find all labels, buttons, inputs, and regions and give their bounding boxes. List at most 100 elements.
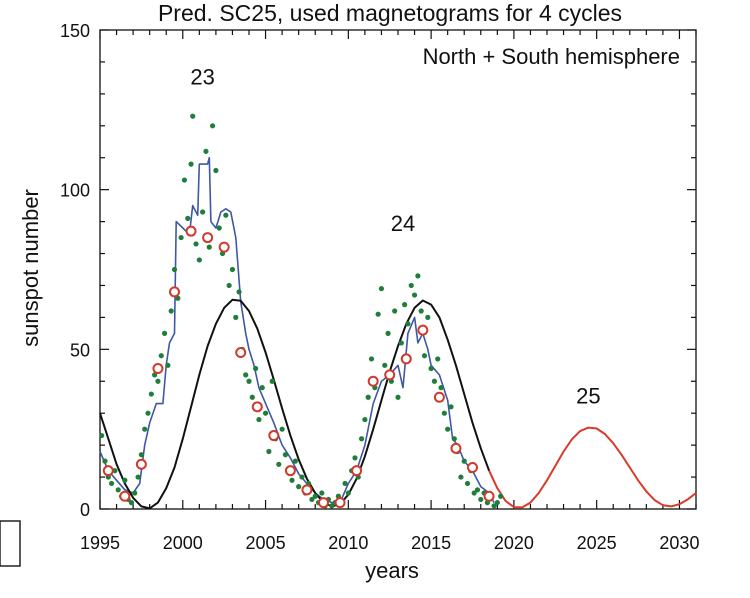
monthly-point <box>342 480 348 487</box>
monthly-point <box>358 436 365 442</box>
monthly-point <box>385 330 391 336</box>
monthly-point <box>312 493 318 499</box>
monthly-point <box>233 314 239 320</box>
monthly-point <box>431 378 438 384</box>
monthly-point <box>243 372 249 378</box>
x-tick-label: 2025 <box>577 533 617 553</box>
monthly-point <box>395 394 401 400</box>
monthly-point <box>138 452 144 458</box>
monthly-point <box>229 266 236 273</box>
monthly-point <box>226 282 232 289</box>
monthly-point <box>319 490 325 496</box>
y-tick-label: 50 <box>70 340 90 360</box>
series-prediction_past <box>99 298 491 510</box>
x-tick-label: 2010 <box>328 533 368 553</box>
monthly-point <box>102 458 108 464</box>
monthly-point <box>491 503 497 509</box>
cycle-label: 24 <box>391 211 415 236</box>
monthly-point <box>269 378 275 384</box>
yearly-marker <box>450 442 462 454</box>
monthly-point <box>206 244 212 250</box>
x-tick-label: 2015 <box>411 533 451 553</box>
x-tick-label: 2000 <box>163 533 203 553</box>
yearly-marker <box>119 490 131 502</box>
monthly-point <box>276 461 282 467</box>
monthly-point <box>418 308 424 314</box>
yearly-marker <box>384 369 396 381</box>
monthly-point <box>135 474 141 480</box>
cycle-label: 25 <box>576 384 600 409</box>
yearly-marker <box>467 461 478 473</box>
monthly-point <box>181 177 188 183</box>
monthly-point <box>392 308 398 314</box>
monthly-point <box>122 477 128 483</box>
monthly-point <box>282 452 289 458</box>
monthly-point <box>368 356 375 362</box>
monthly-point <box>190 113 196 119</box>
yearly-marker <box>433 391 445 403</box>
monthly-point <box>188 161 194 167</box>
monthly-point <box>365 394 371 400</box>
monthly-point <box>398 340 404 346</box>
x-tick-label: 2005 <box>246 533 286 553</box>
y-axis-label: sunspot number <box>18 189 43 347</box>
yearly-marker <box>169 286 180 298</box>
monthly-point <box>216 225 222 231</box>
monthly-point <box>259 385 265 391</box>
monthly-point <box>266 448 272 455</box>
monthly-point <box>405 321 411 327</box>
yearly-marker <box>367 375 379 387</box>
yearly-marker <box>235 347 247 359</box>
monthly-point <box>200 209 206 215</box>
yearly-marker <box>135 458 147 470</box>
monthly-point <box>108 480 115 487</box>
monthly-point <box>209 123 216 129</box>
y-tick-label: 150 <box>60 21 90 41</box>
monthly-point <box>498 493 504 499</box>
left-edge-box <box>0 520 21 567</box>
yearly-markers-layer <box>102 225 495 509</box>
monthly-point <box>428 365 434 372</box>
yearly-marker <box>202 232 214 244</box>
monthly-point <box>171 266 178 273</box>
y-tick-label: 100 <box>60 181 90 201</box>
monthly-point <box>279 426 285 432</box>
monthly-point <box>421 353 428 359</box>
monthly-point <box>145 410 151 416</box>
series-prediction_future <box>488 426 697 509</box>
monthly-point <box>471 490 477 496</box>
x-tick-label: 2030 <box>659 533 699 553</box>
monthly-point <box>161 330 168 336</box>
cycle-labels: 23 24 25 <box>190 64 600 408</box>
monthly-point <box>203 148 209 154</box>
yearly-marker <box>102 465 114 477</box>
x-axis-label: years <box>365 558 419 583</box>
yearly-marker <box>483 490 495 502</box>
monthly-point <box>99 432 105 439</box>
yearly-marker <box>400 353 412 365</box>
monthly-point <box>382 362 388 368</box>
monthly-point <box>236 289 242 295</box>
yearly-marker <box>318 497 329 509</box>
yearly-marker <box>251 401 263 413</box>
yearly-marker <box>284 465 296 477</box>
monthly-point <box>345 490 351 496</box>
monthly-point <box>168 308 174 314</box>
monthly-point <box>411 292 418 298</box>
monthly-point <box>408 282 414 289</box>
monthly-point <box>451 436 457 442</box>
monthly-point <box>299 474 305 480</box>
monthly-point <box>178 234 184 241</box>
yearly-marker <box>218 241 230 253</box>
monthly-point <box>464 480 471 487</box>
yearly-marker <box>334 497 346 509</box>
monthly-point <box>329 503 335 509</box>
series-observed_smoothed <box>99 156 495 504</box>
monthly-point <box>223 212 229 218</box>
monthly-point <box>435 356 441 362</box>
monthly-point <box>292 458 298 464</box>
yearly-marker <box>268 430 280 442</box>
monthly-point <box>461 458 467 464</box>
x-tick-label: 1995 <box>80 533 120 553</box>
